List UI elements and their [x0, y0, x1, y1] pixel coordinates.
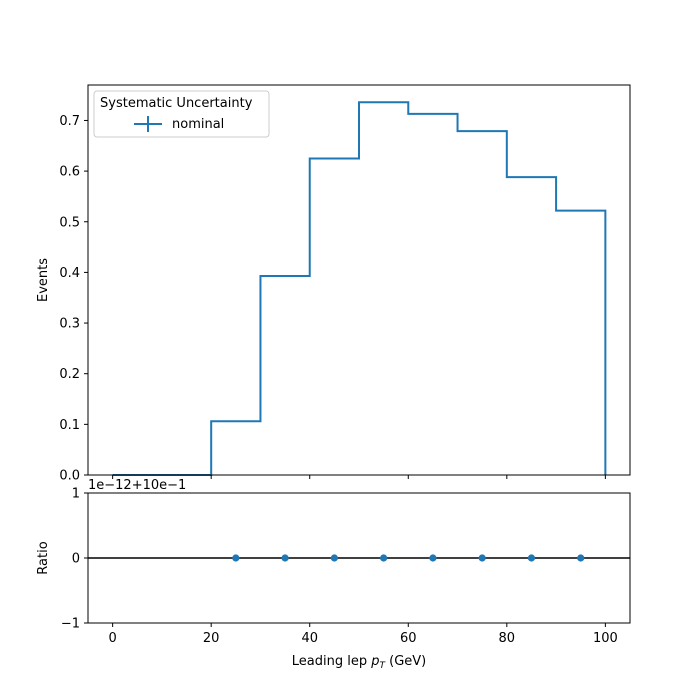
legend-marker — [134, 116, 162, 132]
ratio-point — [232, 554, 240, 562]
y-tick-label: 0.7 — [59, 114, 80, 129]
x-tick-label: 0 — [108, 631, 116, 646]
ratio-offset-label: 1e−12+10e−1 — [88, 478, 186, 493]
ratio-axis-label: Ratio — [36, 541, 51, 574]
legend-title: Systematic Uncertainty — [100, 96, 253, 111]
ratio-point — [281, 554, 289, 562]
ratio-point — [380, 554, 388, 562]
legend-entry-nominal: nominal — [172, 117, 224, 132]
y-tick-label: 0.4 — [59, 266, 80, 281]
main-plot-panel: 0.0 0.1 0.2 0.3 0.4 0.5 0.6 0.7 Events Systemat… — [36, 84, 631, 484]
y-tick-label: 0.0 — [59, 469, 80, 484]
y-tick-label: 0.5 — [59, 215, 80, 230]
y-axis-label: Events — [36, 258, 51, 302]
y-tick-label: 0.3 — [59, 317, 80, 332]
x-tick-label: 20 — [203, 631, 220, 646]
ratio-y-tick-label: 1 — [72, 487, 80, 502]
main-plot-frame — [87, 84, 631, 476]
x-tick-label: 40 — [301, 631, 318, 646]
ratio-point — [478, 554, 486, 562]
ratio-point — [527, 554, 536, 562]
y-tick-label: 0.2 — [59, 367, 80, 382]
x-tick-label: 60 — [400, 631, 417, 646]
ratio-point — [577, 554, 585, 562]
ratio-y-tick-label: −1 — [61, 617, 80, 632]
nominal-step-line — [112, 101, 607, 476]
x-tick-label: 80 — [499, 631, 516, 646]
ratio-point — [429, 554, 437, 562]
x-tick-label: 100 — [593, 631, 618, 646]
ratio-y-tick-label: 0 — [72, 552, 80, 567]
ratio-plot-panel: −101 0 20 40 60 80 100 1e−12+10e−1 Ratio Lead… — [36, 478, 631, 671]
x-axis-label: Leading lep pT (GeV) — [292, 654, 426, 671]
legend: Systematic Uncertainty nominal — [93, 90, 270, 138]
y-tick-label: 0.1 — [59, 418, 80, 433]
legend-box — [93, 90, 270, 138]
y-tick-label: 0.6 — [59, 165, 80, 180]
ratio-point — [330, 554, 338, 562]
